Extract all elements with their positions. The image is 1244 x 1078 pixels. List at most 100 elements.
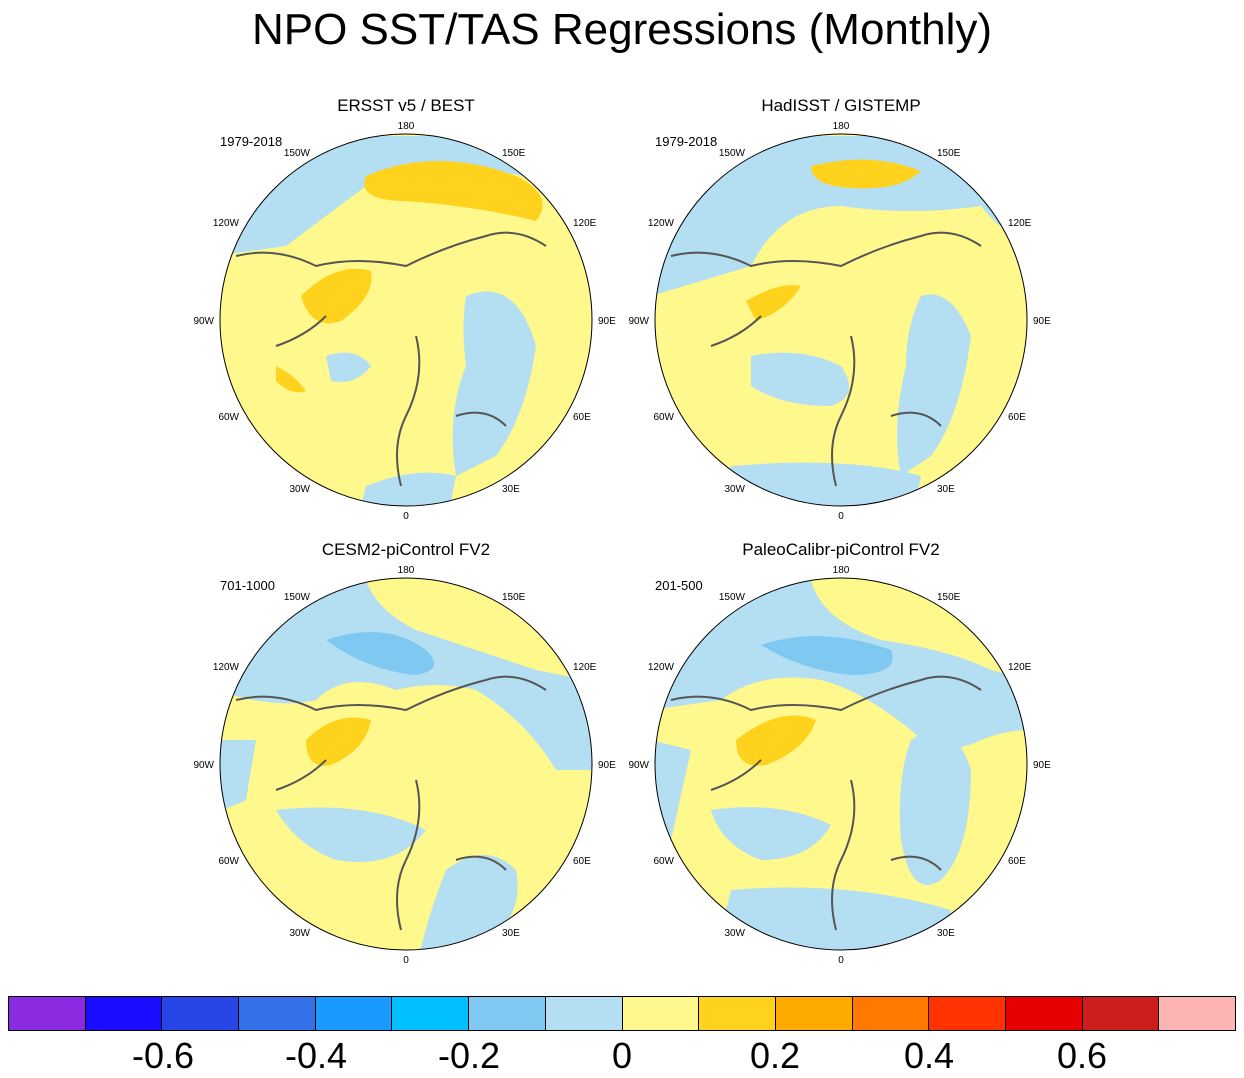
- panel-period: 1979-2018: [655, 134, 718, 149]
- map-boundary: [654, 133, 1028, 507]
- lon-label-60e: 60E: [573, 856, 591, 867]
- map-panel-cesm2: CESM2-piControl FV2 701-1000 180 150E 12…: [193, 540, 636, 970]
- lon-label-60e: 60E: [1008, 856, 1026, 867]
- lon-label-0: 0: [403, 511, 409, 522]
- lon-label-60w: 60W: [653, 412, 674, 423]
- lon-label-90e: 90E: [1033, 316, 1051, 327]
- colorbar-swatch: [545, 997, 623, 1030]
- lon-label-150e: 150E: [502, 148, 526, 159]
- colorbar-swatch: [469, 997, 546, 1030]
- lon-label-180: 180: [833, 121, 850, 132]
- negative-anomaly-africa: [711, 462, 921, 506]
- negative-anomaly-eurasia: [899, 730, 971, 885]
- colorbar-swatch: [1005, 997, 1083, 1030]
- lon-label-0: 0: [838, 511, 844, 522]
- polar-map: 180 150E 120E 90E 60E 30E 0 30W 60W 90W …: [628, 565, 1051, 966]
- lon-label-30w: 30W: [724, 484, 745, 495]
- lon-label-150w: 150W: [719, 592, 746, 603]
- map-boundary: [654, 577, 1028, 951]
- colorbar-label: -0.4: [284, 1035, 348, 1076]
- longitude-labels: 180 150E 120E 90E 60E 30E 0 30W 60W 90W …: [628, 121, 1051, 522]
- lon-label-120e: 120E: [573, 218, 597, 229]
- lon-label-120e: 120E: [573, 662, 597, 673]
- lon-label-90w: 90W: [628, 316, 649, 327]
- coastlines: [670, 675, 982, 931]
- negative-anomaly-europe: [416, 855, 518, 950]
- negative-anomaly-west-edge: [220, 740, 256, 810]
- negative-anomaly-atlantic: [276, 807, 426, 862]
- lon-label-0: 0: [838, 955, 844, 966]
- positive-anomaly-canada: [746, 285, 801, 321]
- colorbar-swatch: [392, 997, 470, 1030]
- positive-anomaly-canada: [306, 717, 371, 766]
- panel-period: 1979-2018: [220, 134, 283, 149]
- colorbar-label: 0.2: [749, 1035, 801, 1076]
- colorbar-swatch: [622, 997, 700, 1030]
- colorbar-swatch: [1159, 997, 1235, 1030]
- lon-label-90e: 90E: [598, 760, 616, 771]
- colorbar-swatch: [85, 997, 163, 1030]
- polar-map: 180 150E 120E 90E 60E 30E 0 30W 60W 90W …: [193, 565, 616, 966]
- map-panel-paleocalibr: PaleoCalibr-piControl FV2 201-500 180 15…: [628, 540, 1071, 970]
- negative-anomaly-eurasia: [897, 294, 971, 476]
- coastlines: [235, 675, 547, 931]
- lon-label-120w: 120W: [648, 218, 675, 229]
- colorbar-swatch: [239, 997, 316, 1030]
- lon-label-120e: 120E: [1008, 662, 1032, 673]
- negative-anomaly-north-pacific: [220, 580, 592, 770]
- lon-label-30e: 30E: [502, 484, 520, 495]
- lon-label-90w: 90W: [628, 760, 649, 771]
- lon-label-60w: 60W: [653, 856, 674, 867]
- colorbar-swatch: [162, 997, 240, 1030]
- colorbar-swatch: [1082, 997, 1160, 1030]
- lon-label-180: 180: [833, 565, 850, 576]
- strong-negative-anomaly: [326, 632, 434, 675]
- strong-negative-anomaly: [761, 636, 893, 675]
- lon-label-60e: 60E: [573, 412, 591, 423]
- panel-title: PaleoCalibr-piControl FV2: [742, 540, 940, 559]
- lon-label-150e: 150E: [937, 148, 961, 159]
- colorbar-swatch: [315, 997, 393, 1030]
- longitude-labels: 180 150E 120E 90E 60E 30E 0 30W 60W 90W …: [628, 565, 1051, 966]
- colorbar-label: 0.4: [903, 1035, 955, 1076]
- positive-anomaly-canada: [736, 715, 816, 766]
- colorbar-swatch: [775, 997, 853, 1030]
- coastlines: [670, 231, 982, 487]
- colorbar-label: 0.6: [1056, 1035, 1108, 1076]
- panel-title: HadISST / GISTEMP: [761, 96, 921, 115]
- lon-label-90w: 90W: [193, 316, 214, 327]
- negative-anomaly-africa: [356, 472, 456, 506]
- lon-label-120w: 120W: [213, 218, 240, 229]
- lon-label-60w: 60W: [218, 856, 239, 867]
- lon-label-180: 180: [398, 565, 415, 576]
- positive-anomaly-atlantic: [276, 366, 306, 393]
- positive-anomaly-canada: [301, 268, 372, 324]
- lon-label-120w: 120W: [648, 662, 675, 673]
- colorbar-label: 0: [611, 1035, 633, 1076]
- lon-label-150e: 150E: [937, 592, 961, 603]
- negative-anomaly-atlantic: [711, 807, 831, 860]
- colorbar-swatch: [852, 997, 930, 1030]
- panel-period: 701-1000: [220, 578, 275, 593]
- polar-map: 180 150E 120E 90E 60E 30E 0 30W 60W 90W …: [628, 121, 1051, 522]
- colorbar-label: -0.2: [437, 1035, 501, 1076]
- map-boundary: [219, 133, 593, 507]
- panel-title: CESM2-piControl FV2: [321, 540, 491, 559]
- negative-anomaly-eurasia: [452, 291, 536, 476]
- figure-title: NPO SST/TAS Regressions (Monthly): [251, 5, 993, 54]
- map-panel-ersst: ERSST v5 / BEST 1979-2018 180 150E 120E …: [193, 96, 636, 526]
- negative-anomaly-arctic: [751, 352, 849, 406]
- lon-label-0: 0: [403, 955, 409, 966]
- lon-label-30e: 30E: [502, 928, 520, 939]
- lon-label-30e: 30E: [937, 484, 955, 495]
- colorbar-swatch: [929, 997, 1006, 1030]
- lon-label-180: 180: [398, 121, 415, 132]
- lon-label-30w: 30W: [289, 928, 310, 939]
- panel-title: ERSST v5 / BEST: [337, 96, 475, 115]
- positive-anomaly-kuroshio: [364, 161, 543, 221]
- longitude-labels: 180 150E 120E 90E 60E 30E 0 30W 60W 90W …: [193, 121, 616, 522]
- panel-period: 201-500: [655, 578, 703, 593]
- map-boundary: [219, 577, 593, 951]
- coastlines: [235, 231, 547, 487]
- lon-label-90e: 90E: [598, 316, 616, 327]
